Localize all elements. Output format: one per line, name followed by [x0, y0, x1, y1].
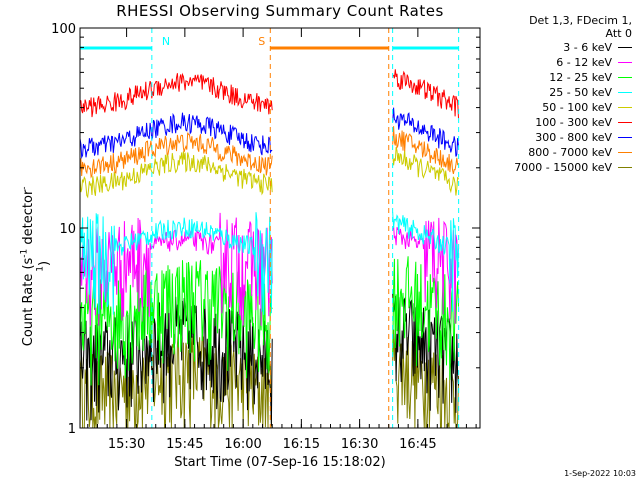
legend-item: 7000 - 15000 keV: [472, 160, 632, 175]
footer-timestamp: 1-Sep-2022 10:03: [564, 469, 636, 478]
y-axis-label: Count Rate (s-1 detector-1): [19, 186, 53, 347]
x-axis-label: Start Time (07-Sep-16 15:18:02): [174, 455, 386, 470]
chart-title: RHESSI Observing Summary Count Rates: [116, 2, 444, 20]
legend-label: 25 - 50 keV: [549, 86, 612, 99]
legend-item: 300 - 800 keV: [472, 130, 632, 145]
legend-swatch: [618, 107, 632, 108]
legend-item: 25 - 50 keV: [472, 85, 632, 100]
series-line-5: [79, 69, 459, 119]
legend-item: 800 - 7000 keV: [472, 145, 632, 160]
series-line-7: [79, 126, 459, 179]
legend-swatch: [618, 92, 632, 93]
legend-item: 6 - 12 keV: [472, 55, 632, 70]
legend-label: 300 - 800 keV: [535, 131, 612, 144]
x-tick-label: 15:45: [166, 437, 203, 452]
y-tick-label: 10: [59, 222, 76, 237]
legend-item: 12 - 25 keV: [472, 70, 632, 85]
x-tick-label: 16:45: [399, 437, 436, 452]
legend-swatch: [618, 152, 632, 153]
x-tick-label: 15:30: [108, 437, 145, 452]
x-tick-label: 16:15: [283, 437, 320, 452]
legend-swatch: [618, 167, 632, 168]
y-tick-label: 100: [51, 22, 76, 37]
marker-label-1: S: [258, 35, 265, 48]
series-line-6: [79, 107, 459, 160]
legend-swatch: [618, 47, 632, 48]
legend-swatch: [618, 122, 632, 123]
legend-label: 800 - 7000 keV: [528, 146, 612, 159]
legend-item: 100 - 300 keV: [472, 115, 632, 130]
legend-swatch: [618, 137, 632, 138]
marker-label-0: N: [162, 35, 170, 48]
y-tick-label: 1: [68, 422, 76, 437]
series-line-2: [79, 256, 459, 386]
legend-header-line: Det 1,3, FDecim 1,: [529, 14, 632, 27]
legend: Det 1,3, FDecim 1, Att 0 3 - 6 keV 6 - 12…: [472, 14, 632, 175]
legend-header-line: Att 0: [605, 27, 632, 40]
legend-label: 50 - 100 keV: [542, 101, 612, 114]
legend-item: 50 - 100 keV: [472, 100, 632, 115]
series-line-3: [79, 212, 459, 315]
legend-item: 3 - 6 keV: [472, 40, 632, 55]
legend-label: 6 - 12 keV: [556, 56, 612, 69]
x-tick-label: 16:30: [341, 437, 378, 452]
legend-label: 3 - 6 keV: [563, 41, 612, 54]
legend-label: 12 - 25 keV: [549, 71, 612, 84]
legend-label: 7000 - 15000 keV: [514, 161, 612, 174]
x-tick-label: 16:00: [224, 437, 261, 452]
legend-label: 100 - 300 keV: [535, 116, 612, 129]
series-line-4: [79, 146, 459, 199]
legend-swatch: [618, 77, 632, 78]
legend-swatch: [618, 62, 632, 63]
